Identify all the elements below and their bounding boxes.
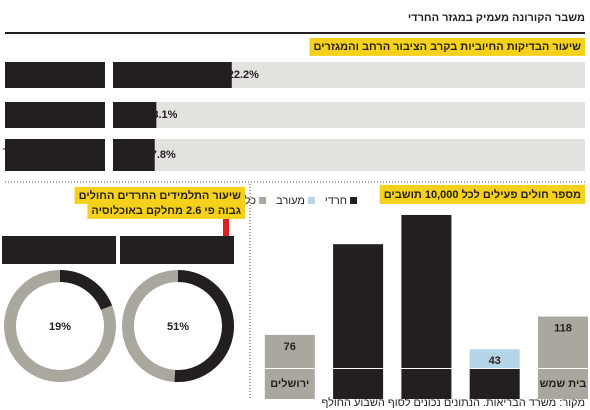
bar xyxy=(538,316,588,368)
legend-label: מעורב xyxy=(276,195,305,207)
category-label: יהודי (חילוני, דתי) – לא כולל מגזר חרדי xyxy=(3,142,98,167)
value-label: 43 xyxy=(489,355,501,367)
exclamation-icon xyxy=(223,219,229,241)
title-highlight xyxy=(379,184,586,204)
bar-track xyxy=(113,139,585,171)
category-box xyxy=(538,369,588,399)
label-box xyxy=(2,236,116,264)
donut-label: אחוז מכלל החולים במערכת xyxy=(139,237,230,262)
category-label: ערבי xyxy=(75,109,98,121)
value-label: 76 xyxy=(284,341,296,353)
donut-segment xyxy=(59,270,113,311)
category-box xyxy=(5,62,105,88)
source: מקור: משרד הבריאות. הנתונים נכונים לסוף … xyxy=(321,396,585,409)
value-label: 7.8% xyxy=(151,149,176,161)
category-box xyxy=(401,369,452,399)
main-title: משבר הקורונה מעמיק במגזר החרדי xyxy=(408,12,585,24)
label-box xyxy=(120,236,234,264)
bar xyxy=(401,214,452,368)
value-label: 351 xyxy=(417,221,435,233)
x-tick-label: בית שמש xyxy=(540,378,587,390)
bar xyxy=(113,62,232,88)
title-highlight xyxy=(87,201,245,219)
value-label: 8.1% xyxy=(152,109,177,121)
chart-title: שיעור התלמידים החרדים החולים xyxy=(79,189,242,202)
bar xyxy=(264,334,315,368)
value-label: 19% xyxy=(49,321,71,333)
x-tick-label: תל אביב xyxy=(474,377,516,390)
value-label: 284 xyxy=(349,250,368,262)
value-label: 118 xyxy=(554,322,572,334)
title-highlight xyxy=(74,186,246,204)
category-box xyxy=(5,102,105,128)
bar-track xyxy=(113,102,585,128)
value-label: 51% xyxy=(167,321,189,333)
x-tick-label: בני ברק xyxy=(339,378,378,390)
donut-segment xyxy=(174,270,234,382)
legend-swatch xyxy=(307,197,315,204)
category-box xyxy=(5,139,105,171)
chart-title: מספר חולים פעילים לכל 10,000 תושבים xyxy=(384,188,581,201)
bar xyxy=(113,139,155,171)
bar xyxy=(113,102,157,128)
chart-subtitle: גבוה פי 2.6 מחלקם באוכלוסיה xyxy=(91,204,241,217)
donut-label: אחוז מהתלמידים בכלל המערכת xyxy=(29,237,113,262)
x-tick-label: מודיעין עילית xyxy=(409,372,443,395)
legend-swatch xyxy=(259,197,267,204)
title-highlight xyxy=(309,37,586,56)
category-box xyxy=(333,369,384,399)
category-box xyxy=(469,369,520,399)
legend-swatch xyxy=(350,197,357,204)
category-box xyxy=(264,369,315,399)
legend-label: חרדי xyxy=(325,195,347,207)
bar xyxy=(469,349,520,368)
bar xyxy=(333,244,384,368)
value-label: 22.2% xyxy=(228,69,259,81)
category-label: חרדי xyxy=(74,69,98,81)
x-tick-label: ירושלים xyxy=(270,377,309,390)
chart-title: שיעור הבדיקות החיוביות בקרב הציבור הרחב … xyxy=(314,41,582,53)
